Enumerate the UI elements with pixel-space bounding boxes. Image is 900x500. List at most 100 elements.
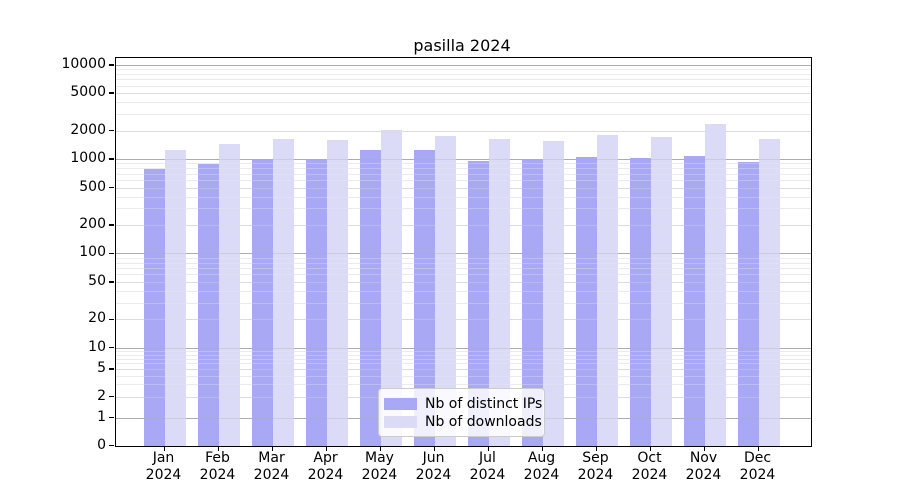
gridline bbox=[115, 281, 811, 283]
gridline bbox=[115, 354, 811, 356]
gridline bbox=[115, 73, 811, 75]
gridline bbox=[115, 384, 811, 386]
bar-downloads-aug bbox=[543, 140, 564, 446]
y-tick-label: 500 bbox=[79, 178, 106, 195]
y-tick-label: 1000 bbox=[70, 150, 106, 167]
y-tick-label: 20 bbox=[88, 310, 106, 327]
gridline bbox=[115, 225, 811, 226]
gridline bbox=[115, 319, 811, 321]
legend-label: Nb of downloads bbox=[425, 414, 542, 430]
gridline bbox=[115, 225, 811, 226]
gridline bbox=[115, 375, 811, 377]
gridline bbox=[115, 347, 811, 349]
gridline bbox=[115, 196, 811, 198]
bar-downloads-nov bbox=[705, 124, 726, 446]
y-tick-label: 10 bbox=[88, 338, 106, 355]
gridline bbox=[115, 69, 811, 71]
bar-downloads-oct bbox=[651, 137, 672, 446]
gridline bbox=[115, 208, 811, 210]
y-tick-mark bbox=[108, 346, 114, 349]
gridline bbox=[115, 85, 811, 87]
gridline bbox=[115, 102, 811, 104]
gridline bbox=[115, 180, 811, 181]
y-tick-label: 10000 bbox=[61, 55, 106, 72]
bar-distinct-ips-oct bbox=[630, 157, 651, 446]
gridline bbox=[115, 262, 811, 264]
gridline bbox=[115, 64, 811, 66]
y-tick-label: 200 bbox=[79, 216, 106, 232]
y-tick-label: 5 bbox=[97, 359, 106, 376]
legend-label: Nb of distinct IPs bbox=[425, 396, 543, 412]
y-tick-mark bbox=[108, 318, 114, 321]
y-tick-mark bbox=[108, 444, 114, 447]
gridline bbox=[115, 114, 811, 116]
x-tick-label-feb: Feb 2024 bbox=[199, 450, 236, 483]
gridline bbox=[115, 79, 811, 81]
y-tick-mark bbox=[108, 224, 114, 226]
y-tick-label: 2 bbox=[97, 387, 106, 404]
bar-downloads-sep bbox=[597, 135, 618, 446]
x-tick-label-dec: Dec 2024 bbox=[739, 450, 776, 483]
bar-downloads-mar bbox=[273, 138, 294, 446]
y-tick-mark bbox=[108, 281, 114, 283]
gridline bbox=[115, 302, 811, 304]
gridline bbox=[115, 168, 811, 170]
gridline bbox=[115, 180, 811, 181]
gridline bbox=[115, 384, 811, 386]
bar-distinct-ips-nov bbox=[684, 155, 705, 446]
gridline bbox=[115, 268, 811, 269]
x-tick-label-oct: Oct 2024 bbox=[631, 450, 668, 483]
gridline bbox=[115, 85, 811, 87]
gridline bbox=[115, 64, 811, 66]
gridline bbox=[115, 302, 811, 304]
x-tick-label-mar: Mar 2024 bbox=[253, 450, 290, 483]
y-tick-mark bbox=[108, 186, 114, 189]
y-tick-label: 0 bbox=[97, 436, 106, 453]
x-tick-label-apr: Apr 2024 bbox=[307, 450, 344, 483]
bar-distinct-ips-sep bbox=[576, 157, 597, 446]
y-tick-mark bbox=[108, 395, 114, 398]
gridline bbox=[115, 358, 811, 360]
gridline bbox=[115, 173, 811, 175]
gridline bbox=[115, 290, 811, 292]
gridline bbox=[115, 93, 811, 95]
gridline bbox=[115, 163, 811, 165]
gridline bbox=[115, 93, 811, 95]
x-tick-label-jul: Jul 2024 bbox=[469, 450, 506, 483]
x-tick-label-sep: Sep 2024 bbox=[577, 450, 614, 483]
gridline bbox=[115, 102, 811, 104]
gridline bbox=[115, 257, 811, 259]
gridline bbox=[115, 159, 811, 161]
gridline bbox=[115, 290, 811, 292]
bar-downloads-feb bbox=[219, 143, 240, 446]
legend-item-downloads: Nb of downloads bbox=[384, 413, 544, 431]
gridline bbox=[115, 262, 811, 264]
x-tick-label-aug: Aug 2024 bbox=[523, 450, 560, 483]
bar-downloads-jan bbox=[165, 150, 186, 446]
bar-distinct-ips-dec bbox=[738, 162, 759, 446]
gridline bbox=[115, 274, 811, 276]
y-tick-mark bbox=[108, 252, 114, 255]
gridline bbox=[115, 347, 811, 349]
bar-distinct-ips-feb bbox=[198, 164, 219, 446]
gridline bbox=[115, 368, 811, 370]
gridline bbox=[115, 350, 811, 352]
gridline bbox=[115, 114, 811, 116]
gridline bbox=[115, 187, 811, 189]
y-tick-mark bbox=[108, 158, 114, 160]
x-tick-label-may: May 2024 bbox=[361, 450, 398, 483]
y-tick-mark bbox=[108, 92, 114, 94]
gridline bbox=[115, 168, 811, 170]
y-tick-mark bbox=[108, 64, 114, 66]
y-tick-label: 50 bbox=[88, 272, 106, 289]
y-tick-label: 1 bbox=[97, 408, 106, 425]
gridline bbox=[115, 281, 811, 283]
bar-distinct-ips-apr bbox=[306, 159, 327, 446]
gridline bbox=[115, 257, 811, 259]
gridline bbox=[115, 350, 811, 352]
gridline bbox=[115, 196, 811, 198]
gridline bbox=[115, 274, 811, 276]
gridline bbox=[115, 79, 811, 81]
y-tick-label: 5000 bbox=[70, 84, 106, 101]
